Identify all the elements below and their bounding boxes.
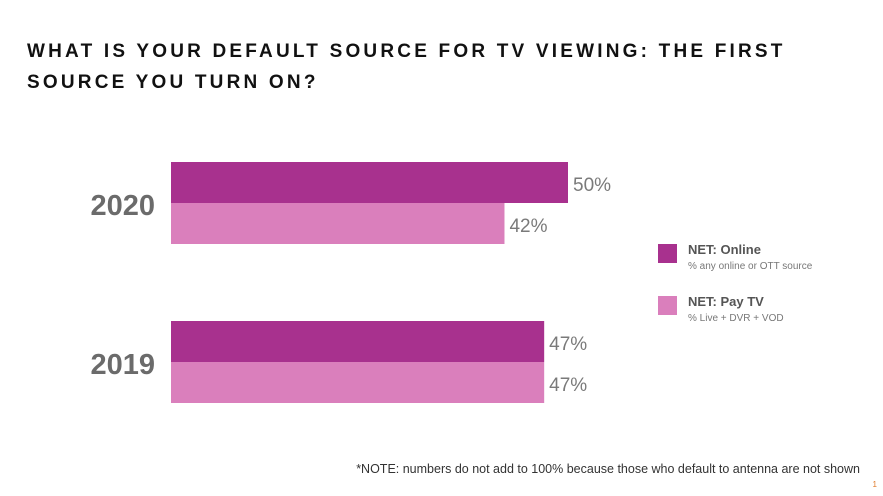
bar-2020-online	[171, 162, 568, 203]
legend-item-paytv: NET: Pay TV % Live + DVR + VOD	[658, 294, 812, 325]
category-label-2019: 2019	[90, 349, 155, 381]
legend-swatch-online	[658, 244, 677, 263]
legend-sublabel-online: % any online or OTT source	[688, 261, 813, 272]
data-label-2019-paytv: 47%	[549, 375, 587, 396]
category-label-2020: 2020	[90, 190, 155, 222]
legend-label-online: NET: Online	[688, 242, 761, 257]
page-number: 1	[872, 480, 877, 489]
bar-2019-paytv	[171, 362, 545, 403]
data-label-2020-paytv: 42%	[509, 216, 547, 237]
legend-item-online: NET: Online % any online or OTT source	[658, 242, 812, 273]
footnote: *NOTE: numbers do not add to 100% becaus…	[356, 462, 860, 476]
legend-swatch-paytv	[658, 296, 677, 315]
bar-2020-paytv	[171, 203, 505, 244]
data-label-2019-online: 47%	[549, 334, 587, 355]
data-label-2020-online: 50%	[573, 175, 611, 196]
legend-sublabel-paytv: % Live + DVR + VOD	[688, 313, 784, 324]
legend-label-paytv: NET: Pay TV	[688, 294, 764, 309]
bar-2019-online	[171, 321, 545, 362]
legend: NET: Online % any online or OTT source N…	[658, 242, 812, 346]
chart-title: WHAT IS YOUR DEFAULT SOURCE FOR TV VIEWI…	[27, 41, 786, 93]
